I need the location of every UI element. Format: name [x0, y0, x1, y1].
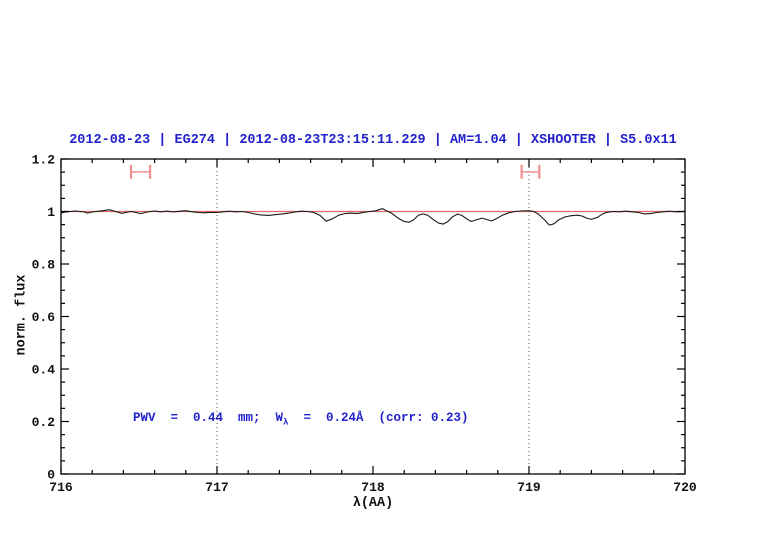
y-tick-label: 0.8	[32, 258, 56, 273]
plot-title: 2012-08-23 | EG274 | 2012-08-23T23:15:11…	[69, 133, 677, 148]
x-tick-label: 718	[361, 480, 385, 495]
y-tick-label: 0.2	[32, 415, 56, 430]
pwv-annotation-post: = 0.24Å (corr: 0.23)	[288, 411, 469, 425]
x-tick-label: 716	[49, 480, 73, 495]
y-tick-label: 1.2	[32, 153, 56, 168]
pwv-annotation: PWV = 0.44 mm; Wλ = 0.24Å (corr: 0.23)	[133, 411, 468, 428]
x-tick-label: 717	[205, 480, 228, 495]
y-axis-label: norm. flux	[14, 274, 30, 356]
pwv-annotation-lambda-sub: λ	[283, 417, 289, 428]
y-tick-label: 0.4	[32, 363, 56, 378]
x-axis-label: λ(AA)	[352, 496, 394, 511]
y-tick-label: 0.6	[32, 310, 56, 325]
x-tick-label: 719	[517, 480, 541, 495]
pwv-annotation-pre: PWV = 0.44 mm; W	[133, 411, 284, 425]
y-tick-label: 1	[47, 205, 55, 220]
y-tick-label: 0	[47, 468, 55, 483]
x-tick-label: 720	[673, 480, 697, 495]
